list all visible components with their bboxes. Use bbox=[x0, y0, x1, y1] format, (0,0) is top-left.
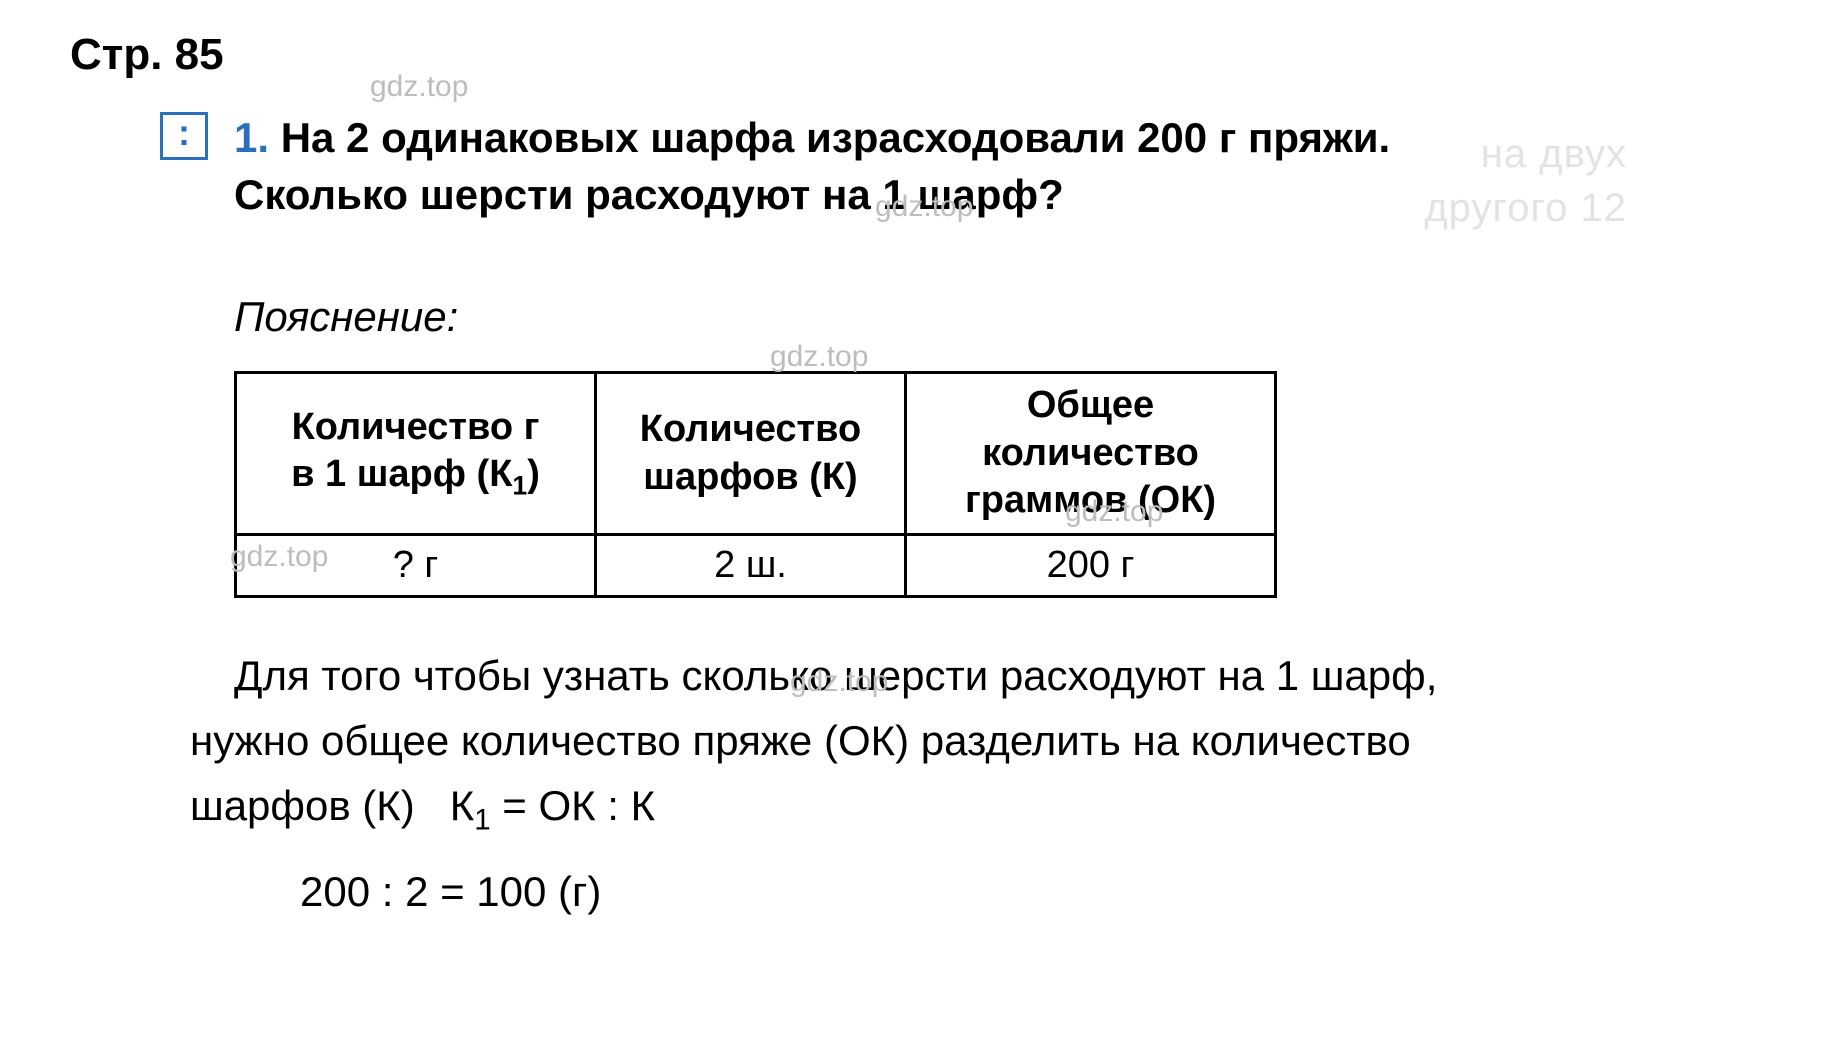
problem-number: 1. bbox=[234, 114, 269, 161]
problem-line-1: На 2 одинаковых шарфа израсходовали 200 … bbox=[281, 114, 1391, 161]
problem-block: : 1. На 2 одинаковых шарфа израсходовали… bbox=[160, 110, 1797, 223]
division-icon: : bbox=[160, 112, 208, 160]
explanation-label: Пояснение: bbox=[234, 293, 1797, 341]
problem-text: 1. На 2 одинаковых шарфа израсходовали 2… bbox=[234, 110, 1390, 223]
col-header-2: Общее количествограммов (ОК) bbox=[906, 373, 1276, 535]
data-table: Количество гв 1 шарф (К1) Количествошарф… bbox=[234, 371, 1277, 598]
col-header-1: Количествошарфов (К) bbox=[596, 373, 906, 535]
problem-line-2: Сколько шерсти расходуют на 1 шарф? bbox=[234, 171, 1064, 218]
table-row: ? г 2 ш. 200 г bbox=[236, 534, 1276, 596]
page-root: Стр. 85 gdz.top gdz.top gdz.top gdz.top … bbox=[0, 0, 1837, 1037]
explanation-body: Для того чтобы узнать сколько шерсти рас… bbox=[190, 643, 1667, 843]
explanation-line-2: нужно общее количество пряже (ОК) раздел… bbox=[190, 717, 1411, 764]
division-dots: : bbox=[178, 120, 190, 145]
calculation: 200 : 2 = 100 (г) bbox=[300, 868, 1797, 916]
watermark: gdz.top bbox=[770, 340, 868, 374]
cell-k: 2 ш. bbox=[596, 534, 906, 596]
explanation-line-3a: шарфов (К) bbox=[190, 782, 415, 829]
explanation-line-1: Для того чтобы узнать сколько шерсти рас… bbox=[234, 652, 1437, 699]
table-header-row: Количество гв 1 шарф (К1) Количествошарф… bbox=[236, 373, 1276, 535]
col-header-0: Количество гв 1 шарф (К1) bbox=[236, 373, 596, 535]
cell-k1: ? г bbox=[236, 534, 596, 596]
table-wrap: Количество гв 1 шарф (К1) Количествошарф… bbox=[234, 371, 1797, 598]
page-title: Стр. 85 bbox=[70, 30, 1797, 80]
cell-ok: 200 г bbox=[906, 534, 1276, 596]
